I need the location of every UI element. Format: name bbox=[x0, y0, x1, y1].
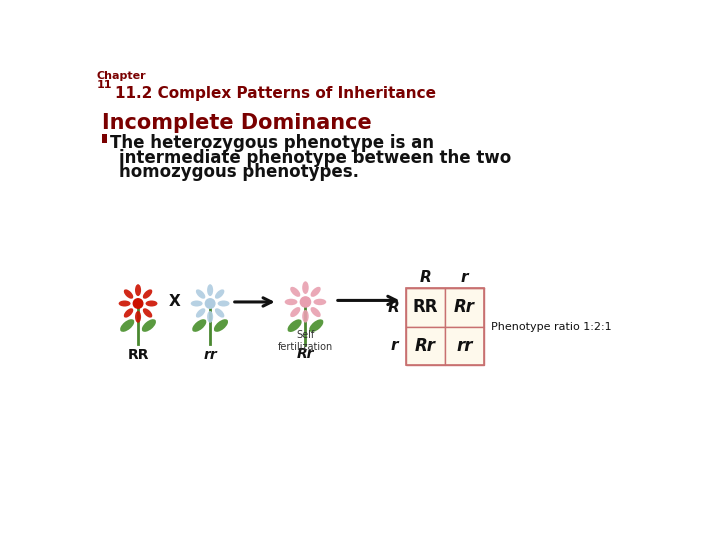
Ellipse shape bbox=[302, 281, 309, 294]
Ellipse shape bbox=[142, 319, 156, 332]
Text: r: r bbox=[390, 339, 397, 353]
Text: Self
fertilization: Self fertilization bbox=[278, 330, 333, 352]
Ellipse shape bbox=[135, 311, 141, 323]
Ellipse shape bbox=[143, 308, 153, 318]
Ellipse shape bbox=[207, 311, 213, 323]
Ellipse shape bbox=[119, 300, 130, 307]
Ellipse shape bbox=[191, 300, 202, 307]
Ellipse shape bbox=[313, 299, 326, 305]
Text: RR: RR bbox=[413, 298, 438, 316]
Circle shape bbox=[300, 297, 310, 307]
Ellipse shape bbox=[310, 287, 320, 297]
Bar bbox=[406, 288, 484, 365]
Text: Incomplete Dominance: Incomplete Dominance bbox=[102, 112, 372, 132]
Text: Chapter: Chapter bbox=[96, 71, 146, 81]
Text: The heterozygous phenotype is an: The heterozygous phenotype is an bbox=[110, 134, 434, 152]
Ellipse shape bbox=[124, 308, 133, 318]
Ellipse shape bbox=[124, 289, 133, 299]
Text: R: R bbox=[388, 300, 400, 315]
Ellipse shape bbox=[192, 319, 207, 332]
Ellipse shape bbox=[135, 284, 141, 296]
Text: homozygous phenotypes.: homozygous phenotypes. bbox=[120, 164, 359, 181]
Text: 11.2 Complex Patterns of Inheritance: 11.2 Complex Patterns of Inheritance bbox=[114, 86, 436, 102]
Ellipse shape bbox=[120, 319, 135, 332]
Bar bbox=[406, 288, 445, 327]
Text: intermediate phenotype between the two: intermediate phenotype between the two bbox=[120, 148, 512, 167]
Circle shape bbox=[205, 299, 215, 308]
Text: Phenotype ratio 1:2:1: Phenotype ratio 1:2:1 bbox=[492, 322, 612, 332]
Ellipse shape bbox=[290, 307, 300, 317]
Text: RR: RR bbox=[127, 348, 149, 362]
Ellipse shape bbox=[143, 289, 153, 299]
Bar bbox=[406, 327, 445, 365]
Ellipse shape bbox=[214, 319, 228, 332]
Bar bbox=[445, 327, 484, 365]
Text: r: r bbox=[461, 270, 468, 285]
Circle shape bbox=[133, 299, 143, 308]
Ellipse shape bbox=[196, 308, 205, 318]
Text: Rr: Rr bbox=[454, 298, 474, 316]
Ellipse shape bbox=[215, 308, 225, 318]
Text: X: X bbox=[168, 294, 180, 309]
Text: rr: rr bbox=[456, 337, 472, 355]
Text: Rr: Rr bbox=[415, 337, 436, 355]
Bar bbox=[102, 134, 107, 143]
Ellipse shape bbox=[215, 289, 225, 299]
Ellipse shape bbox=[309, 319, 323, 332]
Text: rr: rr bbox=[203, 348, 217, 362]
Ellipse shape bbox=[290, 287, 300, 297]
Ellipse shape bbox=[196, 289, 205, 299]
Ellipse shape bbox=[302, 310, 309, 322]
Text: R: R bbox=[420, 270, 431, 285]
Ellipse shape bbox=[284, 299, 297, 305]
Text: Rr: Rr bbox=[297, 347, 314, 361]
Ellipse shape bbox=[310, 307, 320, 317]
Ellipse shape bbox=[287, 319, 302, 332]
Ellipse shape bbox=[217, 300, 230, 307]
Bar bbox=[445, 288, 484, 327]
Text: 11: 11 bbox=[96, 80, 112, 90]
Ellipse shape bbox=[145, 300, 158, 307]
Ellipse shape bbox=[207, 284, 213, 296]
